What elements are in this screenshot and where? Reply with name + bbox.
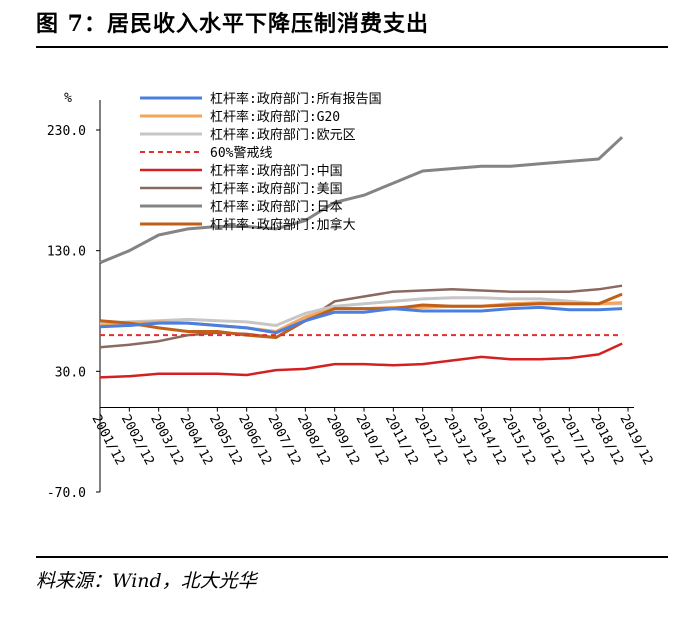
y-tick-label: 30.0	[55, 365, 86, 380]
series-line	[99, 342, 623, 379]
legend-label: 60%警戒线	[210, 145, 272, 161]
figure-title: 图 7：居民收入水平下降压制消费支出	[36, 11, 429, 37]
y-ticks: 230.0 130.0 30.0 -70.0	[47, 124, 100, 501]
legend-label: 杠杆率:政府部门:美国	[210, 181, 343, 197]
series-line	[99, 305, 623, 335]
source-note: 料来源：Wind，北大光华	[36, 570, 257, 592]
legend-label: 杠杆率:政府部门:中国	[210, 163, 343, 179]
y-axis-label: %	[64, 91, 72, 106]
source-rule	[36, 556, 668, 558]
series-line	[99, 296, 623, 327]
chart-axes: %	[64, 91, 634, 492]
legend-label: 杠杆率:政府部门:日本	[210, 199, 343, 215]
x-ticks: 2001/122002/122003/122004/122005/122006/…	[88, 407, 655, 468]
y-tick-label: 230.0	[47, 124, 86, 139]
y-tick-label: -70.0	[47, 486, 86, 501]
legend-label: 杠杆率:政府部门:G20	[210, 109, 340, 125]
title-rule	[36, 46, 668, 48]
y-tick-label: 130.0	[47, 245, 86, 260]
series-line	[99, 284, 623, 349]
legend-label: 杠杆率:政府部门:所有报告国	[210, 91, 382, 107]
series-lines	[99, 136, 624, 379]
legend-label: 杠杆率:政府部门:欧元区	[210, 127, 356, 143]
legend-label: 杠杆率:政府部门:加拿大	[210, 217, 356, 233]
series-line	[99, 292, 623, 339]
series-line	[99, 136, 624, 265]
